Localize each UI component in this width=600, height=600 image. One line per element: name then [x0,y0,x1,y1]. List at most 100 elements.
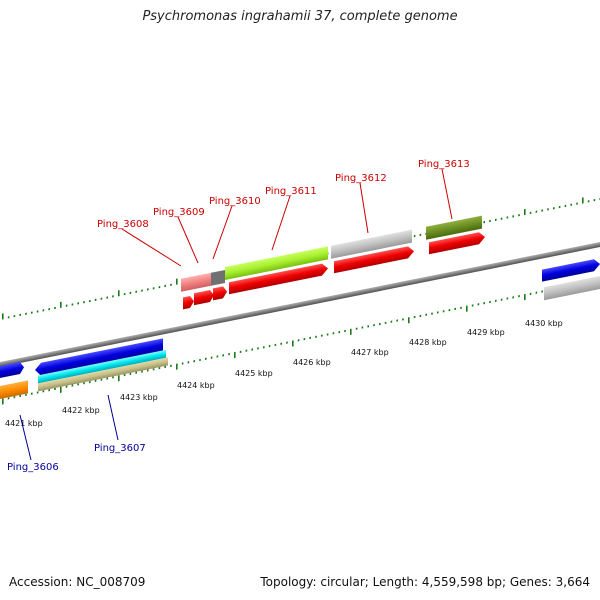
minor-tick [31,392,33,395]
minor-tick [431,312,433,315]
gene-ping-3612-feature[interactable] [331,229,412,259]
minor-tick [506,216,509,219]
minor-tick [338,331,340,334]
cds-ping-3611-arrow[interactable] [229,262,328,295]
ruler-label: 4430 kbp [525,319,563,328]
minor-tick [355,327,358,330]
minor-tick [158,285,161,289]
minor-tick [402,318,404,321]
minor-tick [576,202,578,205]
minor-tick [222,354,224,357]
minor-tick [280,342,282,345]
minor-tick [454,307,456,311]
minor-tick [379,322,381,326]
minor-tick [112,295,114,298]
ruler-labels: 4421 kbp 4422 kbp 4423 kbp 4424 kbp 4425… [5,319,563,428]
gene-label-ping-3607[interactable]: Ping_3607 [94,443,146,454]
major-tick [176,278,178,285]
minor-tick [94,298,97,302]
minor-tick [390,320,393,323]
ruler-label: 4421 kbp [5,419,43,428]
gene-label-ping-3613[interactable]: Ping_3613 [418,159,470,170]
major-tick [292,340,294,347]
minor-tick [506,297,509,300]
minor-tick [36,391,39,394]
leader-line [121,228,182,267]
gene-ping-3611-feature[interactable] [225,246,328,280]
minor-tick [245,349,248,352]
minor-tick [564,204,567,208]
minor-tick [77,302,80,305]
gene-label-ping-3611[interactable]: Ping_3611 [265,186,317,197]
gene-ping-3607-khaki-feature[interactable] [38,357,168,392]
ruler-label: 4427 kbp [351,348,389,357]
gene-label-ping-3606[interactable]: Ping_3606 [7,462,59,473]
forward-gene-right-grey[interactable] [544,275,600,301]
cds-ping-3608-arrow[interactable] [183,295,194,310]
minor-tick [326,333,329,336]
minor-tick [529,211,532,215]
minor-tick [396,319,398,322]
minor-tick [460,306,462,309]
minor-tick [48,388,51,392]
minor-tick [13,314,16,318]
leader-line [212,205,233,260]
gene-ping-3607-cyan-feature[interactable] [38,349,166,384]
reverse-gene-left-orange[interactable] [0,380,28,399]
minor-tick [384,321,387,325]
major-tick [176,363,178,370]
cds-ping-3607-arrow[interactable] [35,338,163,377]
cds-ping-3610-arrow[interactable] [213,286,227,301]
minor-tick [164,365,166,369]
major-tick [582,197,584,204]
minor-tick [210,356,213,359]
gene-label-ping-3608[interactable]: Ping_3608 [97,219,149,230]
minor-tick [71,384,74,387]
major-tick [2,313,4,320]
minor-tick [512,215,515,218]
minor-tick [321,334,323,337]
cds-ping-3609-arrow[interactable] [194,289,214,306]
cds-ping-3613-arrow[interactable] [429,231,485,255]
cds-ping-3612-arrow[interactable] [334,245,414,274]
minor-tick [541,209,544,212]
gene-ping-3613-feature[interactable] [426,215,482,240]
gene-ping-3609-feature[interactable] [211,269,225,286]
minor-tick [558,205,561,209]
minor-tick [42,390,45,393]
minor-tick [483,301,485,305]
minor-tick [344,329,346,333]
minor-tick [7,316,10,319]
minor-tick [54,306,56,310]
minor-tick [448,308,451,312]
minor-tick [361,326,364,329]
minor-tick [129,372,132,376]
minor-tick [77,383,80,386]
reverse-gene-left-arrow[interactable] [0,361,24,378]
accession-text: Accession: NC_008709 [9,575,146,589]
minor-tick [425,313,427,316]
gene-label-ping-3610[interactable]: Ping_3610 [209,196,261,207]
major-tick [524,293,526,301]
minor-tick [373,324,375,327]
minor-tick [286,341,288,344]
minor-tick [135,371,137,374]
lower-tick-row [2,278,600,405]
major-tick [2,398,4,405]
gene-ping-3608-feature[interactable] [181,272,211,292]
gene-label-ping-3609[interactable]: Ping_3609 [153,207,205,218]
minor-tick [495,299,497,302]
minor-tick [158,366,161,370]
minor-tick [170,364,172,367]
major-tick [118,375,120,382]
minor-tick [413,315,416,319]
minor-tick [547,208,549,211]
gene-label-ping-3612[interactable]: Ping_3612 [335,173,387,184]
minor-tick [239,350,242,354]
minor-tick [553,207,555,210]
leader-line [271,195,291,251]
minor-tick [518,214,520,217]
minor-tick [100,297,103,300]
forward-gene-right-arrow[interactable] [542,258,600,282]
